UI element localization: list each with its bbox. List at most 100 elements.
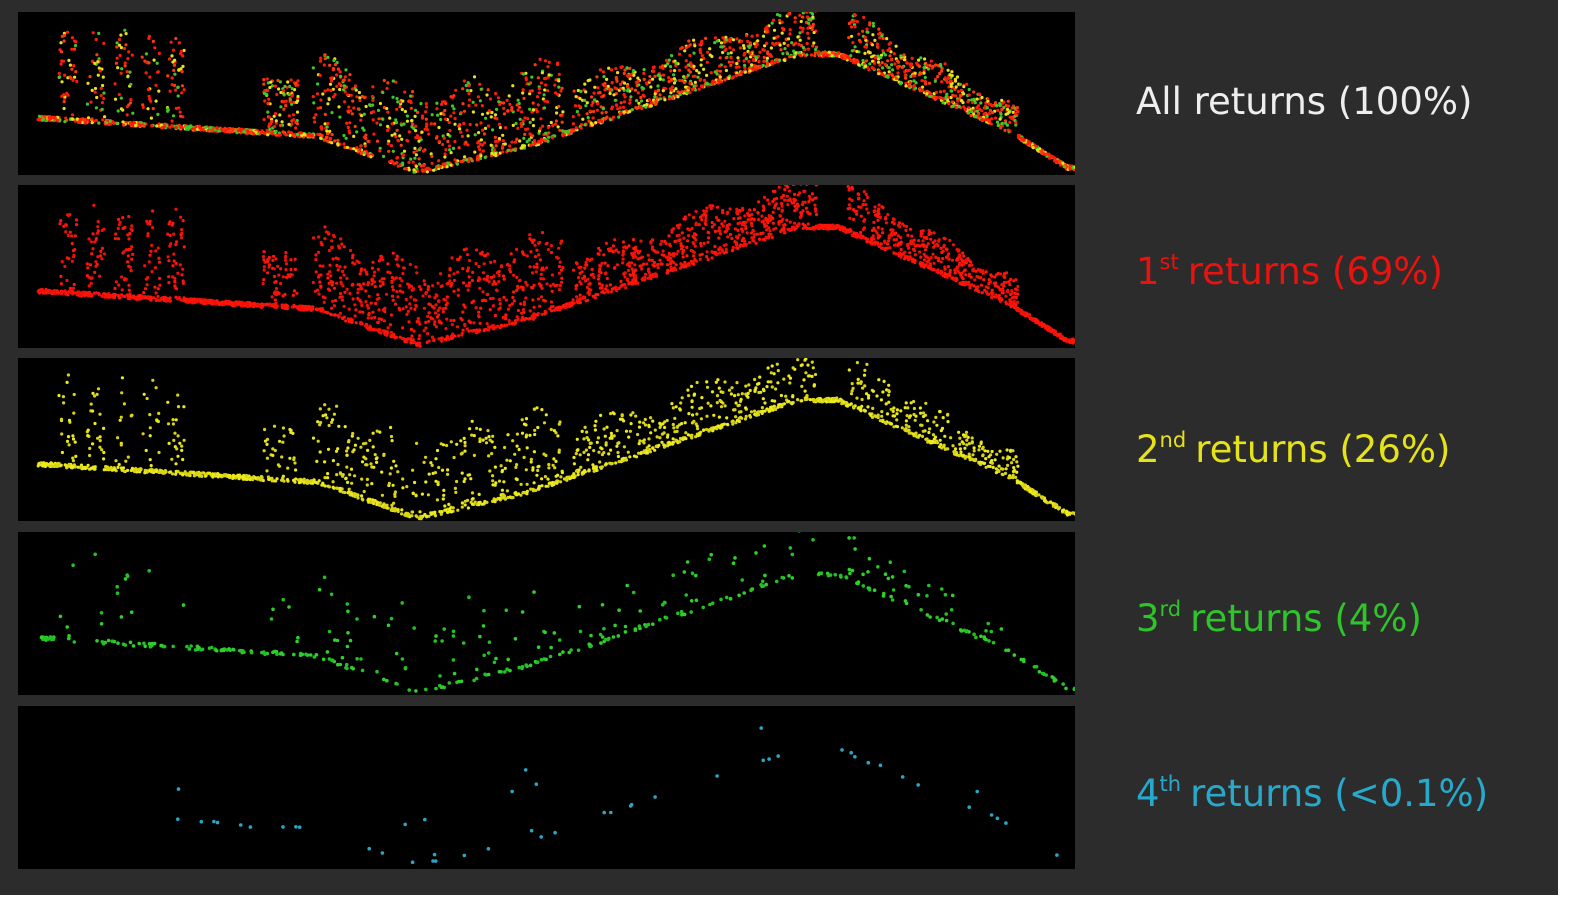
- lidar-point: [715, 39, 719, 43]
- lidar-point: [947, 102, 951, 106]
- lidar-point: [272, 114, 276, 118]
- lidar-point: [750, 63, 754, 67]
- lidar-point: [414, 303, 418, 307]
- lidar-point: [628, 66, 632, 70]
- lidar-point: [778, 58, 782, 62]
- lidar-point: [924, 82, 928, 86]
- lidar-point: [571, 298, 575, 302]
- lidar-point: [924, 245, 929, 249]
- lidar-point: [544, 83, 548, 87]
- lidar-point: [270, 84, 274, 88]
- lidar-point: [398, 289, 402, 293]
- lidar-point: [743, 63, 747, 67]
- lidar-point: [132, 120, 136, 124]
- lidar-point: [658, 97, 663, 101]
- lidar-point: [987, 120, 991, 124]
- lidar-point: [749, 55, 753, 59]
- lidar-point: [585, 101, 589, 105]
- lidar-point: [830, 54, 834, 58]
- lidar-point: [381, 117, 385, 121]
- lidar-point: [528, 89, 532, 93]
- lidar-point: [395, 257, 399, 261]
- lidar-point: [177, 106, 181, 110]
- lidar-point: [338, 115, 342, 119]
- lidar-point: [401, 163, 405, 167]
- lidar-point: [950, 104, 955, 109]
- lidar-point: [142, 291, 146, 295]
- lidar-point: [738, 244, 742, 248]
- lidar-point: [90, 117, 94, 121]
- lidar-point: [765, 30, 769, 34]
- lidar-point: [71, 78, 75, 82]
- lidar-point: [656, 84, 660, 88]
- lidar-point: [346, 125, 350, 130]
- lidar-point: [577, 266, 581, 270]
- lidar-point: [497, 137, 501, 141]
- lidar-point: [519, 285, 523, 289]
- lidar-point: [358, 148, 362, 152]
- lidar-point: [888, 54, 892, 58]
- lidar-point: [622, 92, 626, 97]
- lidar-point: [690, 87, 694, 92]
- lidar-point: [743, 51, 747, 56]
- lidar-point: [512, 273, 516, 277]
- lidar-point: [919, 56, 923, 60]
- lidar-point: [936, 75, 940, 79]
- lidar-point: [953, 79, 958, 83]
- lidar-point: [716, 79, 721, 83]
- lidar-point: [181, 64, 185, 68]
- lidar-point: [748, 66, 752, 70]
- lidar-point: [982, 112, 986, 116]
- lidar-point: [437, 139, 441, 143]
- lidar-point: [1016, 292, 1020, 296]
- lidar-point: [943, 265, 947, 269]
- lidar-point: [452, 107, 456, 111]
- lidar-point: [177, 41, 181, 45]
- lidar-point: [977, 92, 982, 96]
- lidar-point: [451, 146, 456, 150]
- lidar-point: [172, 259, 176, 263]
- lidar-point: [806, 222, 810, 226]
- lidar-point: [845, 54, 850, 59]
- lidar-point: [365, 303, 369, 308]
- lidar-point: [739, 39, 744, 43]
- lidar-point: [127, 237, 131, 241]
- lidar-point: [292, 289, 297, 293]
- lidar-point: [393, 302, 398, 306]
- lidar-point: [371, 110, 375, 114]
- lidar-point: [870, 43, 875, 47]
- lidar-point: [266, 81, 270, 85]
- lidar-point: [653, 95, 657, 99]
- lidar-point: [521, 251, 525, 255]
- lidar-point: [854, 59, 858, 63]
- lidar-point: [728, 39, 732, 43]
- lidar-point: [587, 119, 591, 123]
- lidar-point: [449, 151, 453, 155]
- lidar-point: [574, 95, 578, 99]
- lidar-point: [617, 250, 621, 254]
- lidar-point: [778, 214, 783, 218]
- lidar-point: [56, 118, 60, 122]
- lidar-point: [328, 63, 332, 67]
- lidar-point: [435, 107, 439, 111]
- lidar-point: [642, 68, 646, 72]
- lidar-point: [590, 95, 594, 99]
- lidar-point: [326, 121, 330, 126]
- lidar-point: [922, 66, 926, 70]
- lidar-point: [518, 117, 522, 121]
- lidar-point: [596, 102, 600, 106]
- lidar-point: [548, 307, 552, 311]
- lidar-point: [780, 31, 784, 35]
- lidar-point: [279, 267, 283, 271]
- lidar-point: [380, 255, 384, 259]
- lidar-point: [697, 87, 701, 91]
- lidar-point: [179, 114, 183, 118]
- lidar-point: [482, 132, 486, 136]
- lidar-point: [531, 124, 536, 128]
- lidar-point: [497, 122, 501, 126]
- lidar-point: [262, 258, 266, 262]
- lidar-point: [539, 277, 543, 281]
- lidar-point: [957, 104, 961, 109]
- lidar-point: [443, 117, 448, 121]
- lidar-point: [723, 49, 727, 53]
